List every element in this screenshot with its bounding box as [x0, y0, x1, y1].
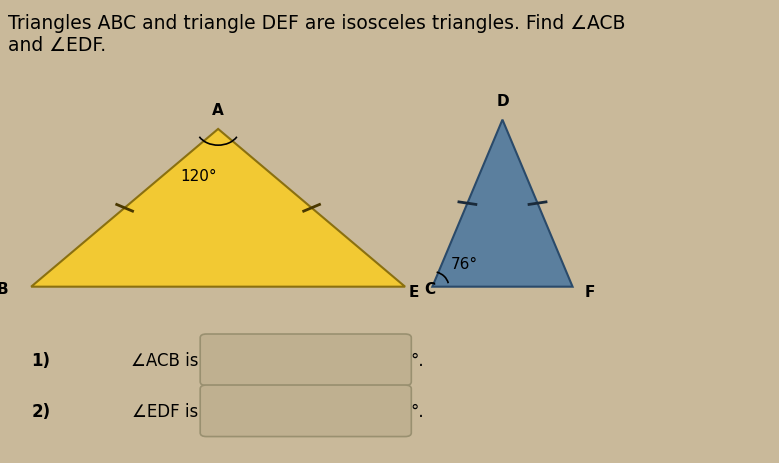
FancyBboxPatch shape: [200, 385, 411, 437]
Text: 2): 2): [31, 402, 51, 420]
Text: E: E: [409, 284, 419, 299]
Text: 76°: 76°: [450, 257, 478, 271]
Text: C: C: [425, 282, 435, 297]
Text: D: D: [496, 94, 509, 109]
Text: B: B: [0, 282, 8, 297]
Text: Triangles ABC and triangle DEF are isosceles triangles. Find ∠ACB
and ∠EDF.: Triangles ABC and triangle DEF are isosc…: [8, 14, 626, 55]
Polygon shape: [31, 130, 405, 287]
Text: °.: °.: [411, 402, 424, 420]
Text: ∠ACB is: ∠ACB is: [131, 351, 199, 369]
Text: 120°: 120°: [180, 169, 217, 183]
Text: °.: °.: [411, 351, 424, 369]
FancyBboxPatch shape: [200, 334, 411, 386]
Text: A: A: [212, 103, 224, 118]
Text: ∠EDF is: ∠EDF is: [132, 402, 199, 420]
Polygon shape: [432, 120, 573, 287]
Text: F: F: [584, 284, 594, 299]
Text: 1): 1): [31, 351, 50, 369]
